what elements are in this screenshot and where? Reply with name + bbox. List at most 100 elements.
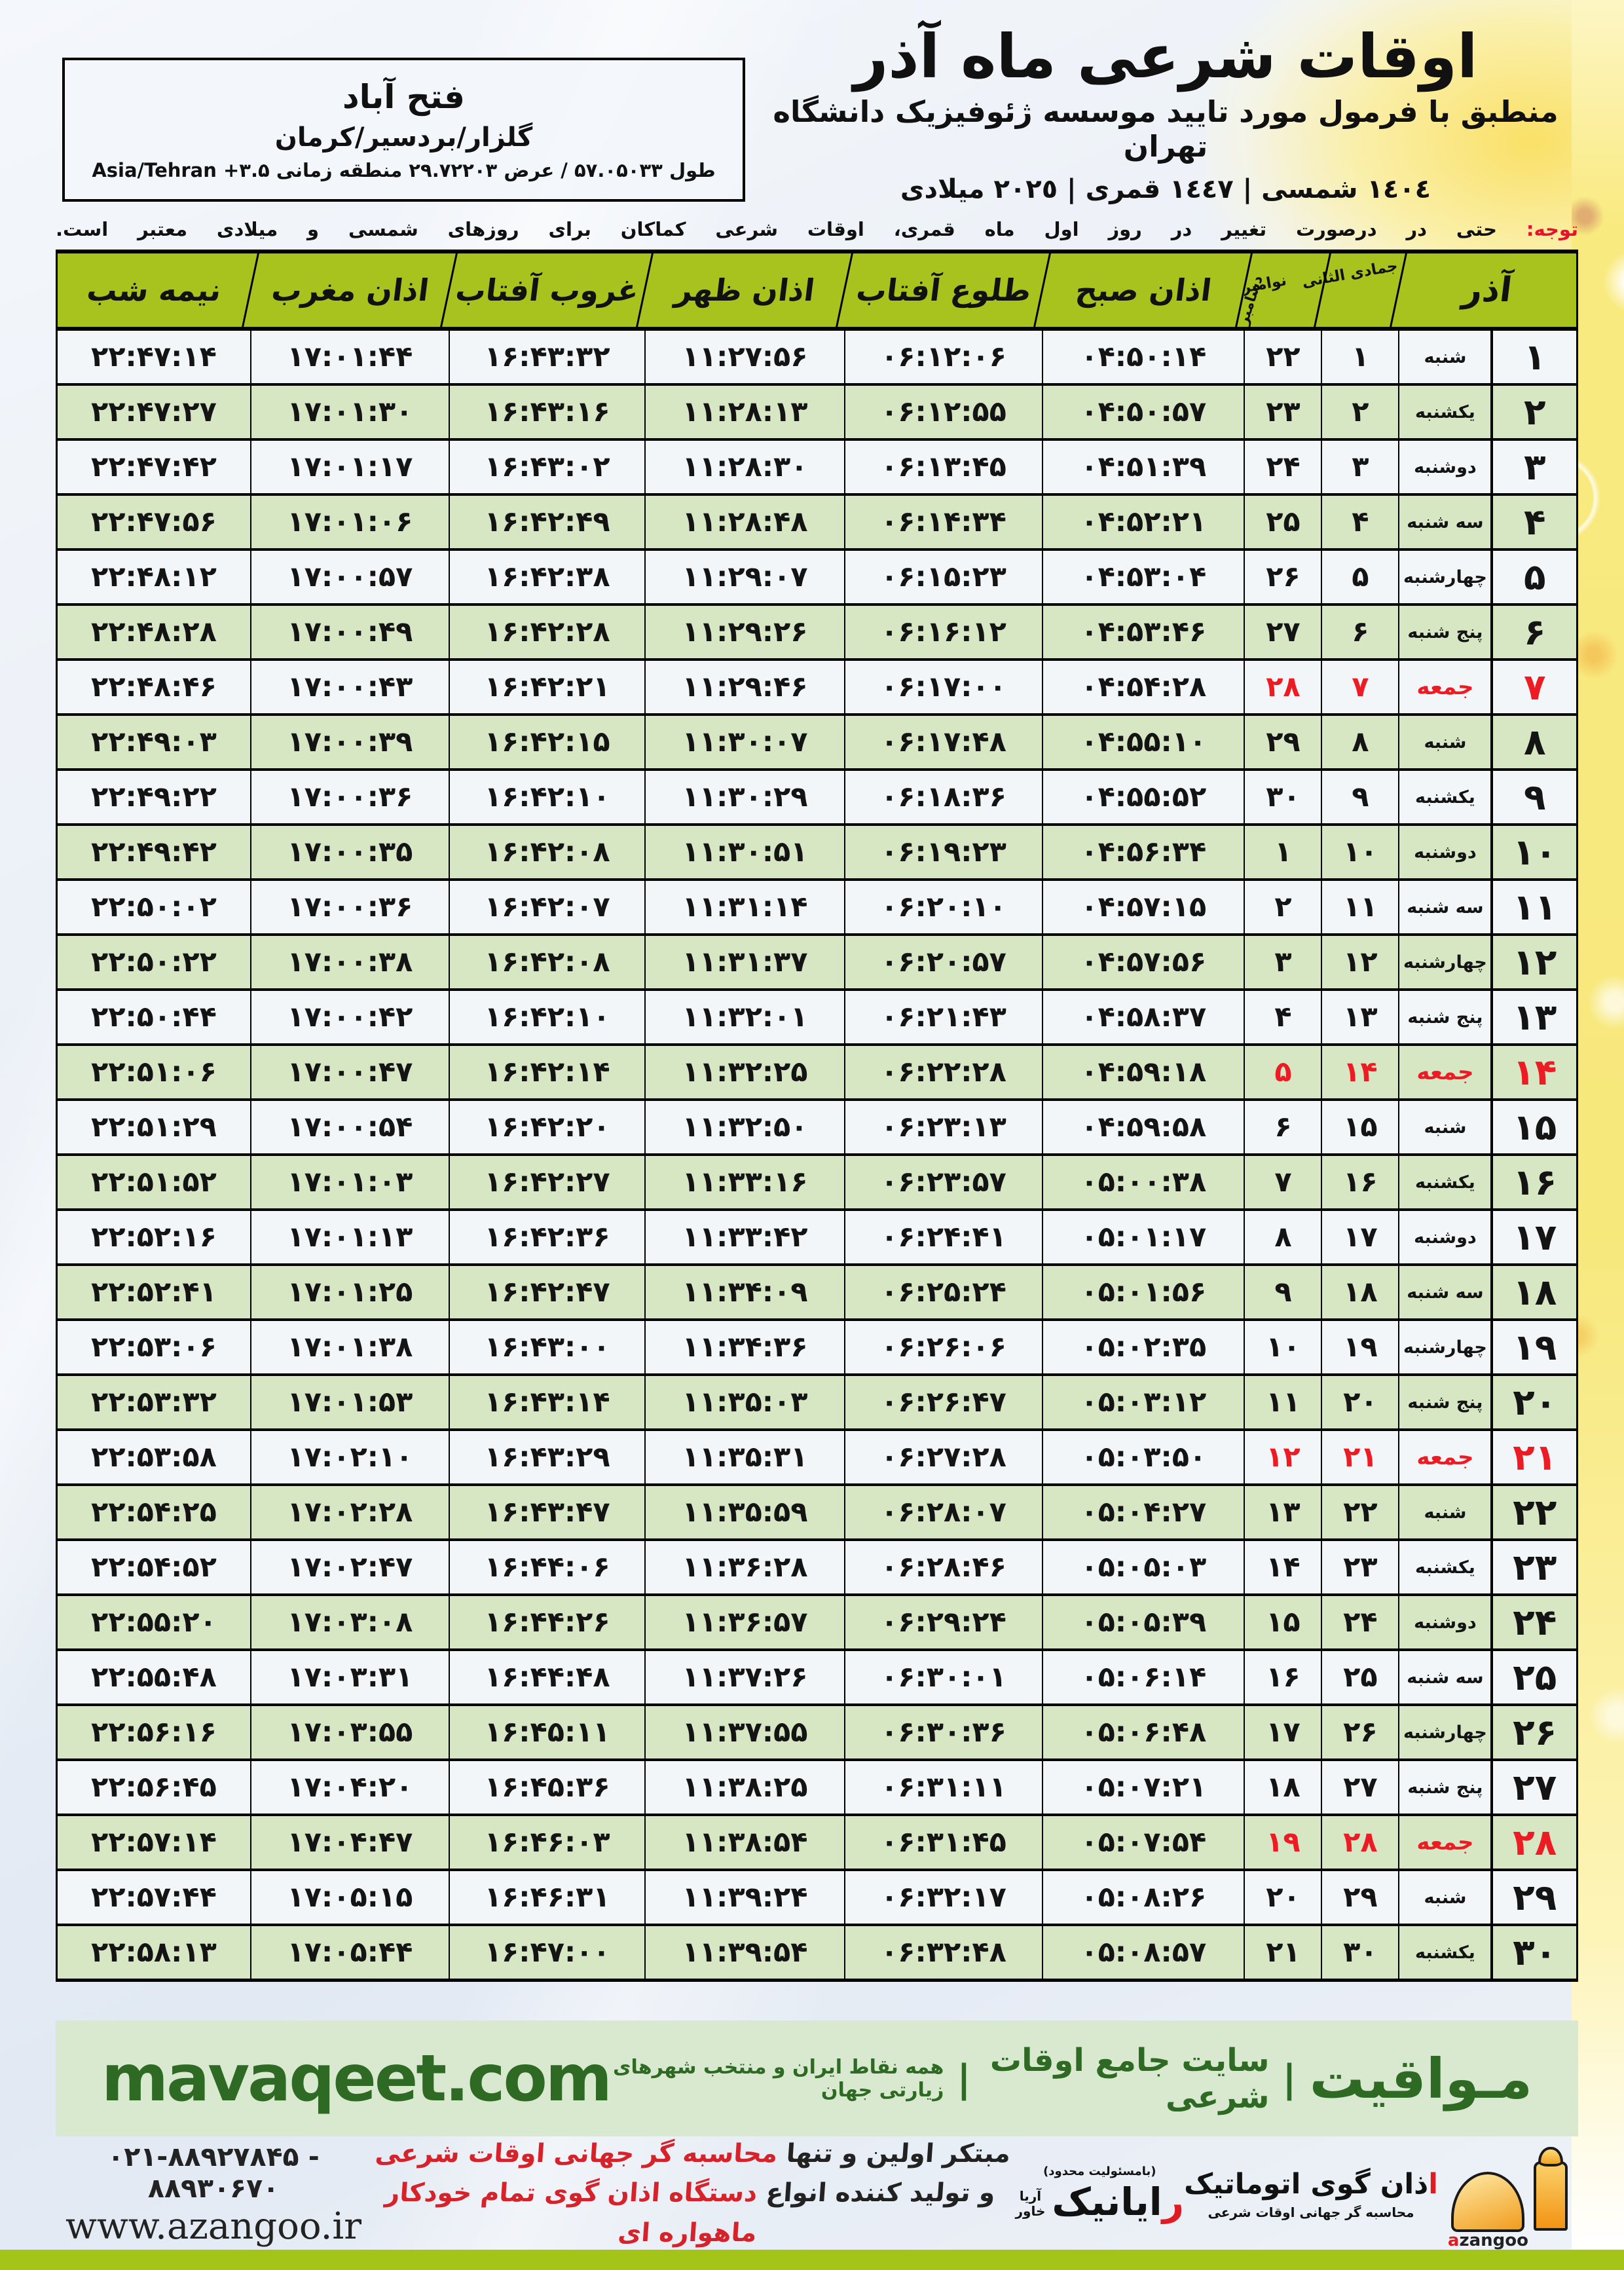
table-row: ۱۵ شنبه ۱۵ ۶ ۰۴:۵۹:۵۸ ۰۶:۲۳:۱۳ ۱۱:۳۲:۵۰ … (56, 1098, 1578, 1155)
gregorian-day-cell: ۱۷ (1244, 1703, 1322, 1760)
table-row: ۲۱ جمعه ۲۱ ۱۲ ۰۵:۰۳:۵۰ ۰۶:۲۷:۲۸ ۱۱:۳۵:۳۱… (56, 1428, 1578, 1485)
sunrise-time-cell: ۰۶:۱۷:۴۸ (843, 713, 1043, 770)
mavaqeet-url: mavaqeet.com (101, 2041, 612, 2116)
prayer-table-body: ۱ شنبه ۱ ۲۲ ۰۴:۵۰:۱۴ ۰۶:۱۲:۰۶ ۱۱:۲۷:۵۶ ۱… (56, 329, 1578, 1981)
gregorian-day-cell: ۲۹ (1244, 713, 1322, 770)
dhuhr-time-cell: ۱۱:۳۹:۵۴ (644, 1924, 845, 1981)
sunrise-time-cell: ۰۶:۱۲:۵۵ (843, 383, 1043, 439)
table-row: ۱۰ دوشنبه ۱۰ ۱ ۰۴:۵۶:۳۴ ۰۶:۱۹:۲۳ ۱۱:۳۰:۵… (56, 823, 1578, 880)
weekday-cell: یکشنبه (1398, 768, 1492, 825)
dhuhr-time-cell: ۱۱:۳۴:۰۹ (644, 1263, 845, 1320)
notice-text: حتی در درصورت تغییر در روز اول ماه قمری،… (56, 218, 1526, 240)
azangoo-latin-name: azangoo (1447, 2231, 1528, 2250)
gregorian-day-cell: ۱۲ (1244, 1428, 1322, 1485)
lunar-day-cell: ۲ (1321, 383, 1399, 439)
weekday-cell: دوشنبه (1398, 1208, 1492, 1265)
table-row: ۲ یکشنبه ۲ ۲۳ ۰۴:۵۰:۵۷ ۰۶:۱۲:۵۵ ۱۱:۲۸:۱۳… (56, 383, 1578, 439)
rayanik-small-text: (بامسئولیت محدود) (1043, 2164, 1156, 2178)
location-coordinates: طول ۵۷.۰۵۰۳۳ / عرض ۲۹.۷۲۲۰۳ منطقه زمانی … (92, 159, 715, 181)
gregorian-day-cell: ۱۰ (1244, 1318, 1322, 1375)
sunrise-time-cell: ۰۶:۲۹:۲۴ (843, 1593, 1043, 1650)
footer-logos-row: azangoo اذان گوی اتوماتیک محاسبه گر جهان… (56, 2139, 1578, 2250)
midnight-time-cell: ۲۲:۴۸:۲۸ (56, 603, 251, 660)
location-city: فتح آباد (342, 78, 465, 116)
azar-day-cell: ۳ (1490, 438, 1578, 494)
gregorian-day-cell: ۷ (1244, 1153, 1322, 1210)
weekday-cell: چهارشنبه (1398, 933, 1492, 990)
midnight-time-cell: ۲۲:۵۳:۰۶ (56, 1318, 251, 1375)
fajr-time-cell: ۰۴:۵۹:۱۸ (1042, 1043, 1245, 1100)
sunrise-time-cell: ۰۶:۲۸:۴۶ (843, 1538, 1043, 1595)
sunrise-time-cell: ۰۶:۱۴:۳۴ (843, 493, 1043, 549)
table-row: ۲۶ چهارشنبه ۲۶ ۱۷ ۰۵:۰۶:۴۸ ۰۶:۳۰:۳۶ ۱۱:۳… (56, 1703, 1578, 1760)
midnight-time-cell: ۲۲:۴۷:۵۶ (56, 493, 251, 549)
lunar-day-cell: ۲۱ (1321, 1428, 1399, 1485)
gregorian-day-cell: ۴ (1244, 988, 1322, 1045)
gregorian-day-cell: ۱۴ (1244, 1538, 1322, 1595)
dhuhr-time-cell: ۱۱:۲۹:۲۶ (644, 603, 845, 660)
maghrib-time-cell: ۱۷:۰۳:۰۸ (249, 1593, 450, 1650)
maghrib-time-cell: ۱۷:۰۱:۵۳ (249, 1373, 450, 1430)
azar-day-cell: ۲۲ (1490, 1483, 1578, 1540)
table-row: ۵ چهارشنبه ۵ ۲۶ ۰۴:۵۳:۰۴ ۰۶:۱۵:۲۳ ۱۱:۲۹:… (56, 548, 1578, 605)
table-row: ۱ شنبه ۱ ۲۲ ۰۴:۵۰:۱۴ ۰۶:۱۲:۰۶ ۱۱:۲۷:۵۶ ۱… (56, 329, 1578, 384)
weekday-cell: سه شنبه (1398, 878, 1492, 935)
midnight-time-cell: ۲۲:۵۰:۲۲ (56, 933, 251, 990)
gregorian-day-cell: ۲۳ (1244, 383, 1322, 439)
maghrib-time-cell: ۱۷:۰۰:۳۹ (249, 713, 450, 770)
dhuhr-time-cell: ۱۱:۲۸:۱۳ (644, 383, 845, 439)
weekday-cell: یکشنبه (1398, 383, 1492, 439)
lunar-day-cell: ۲۵ (1321, 1648, 1399, 1705)
lunar-day-cell: ۳ (1321, 438, 1399, 494)
fajr-time-cell: ۰۴:۵۲:۲۱ (1042, 493, 1245, 549)
sunrise-time-cell: ۰۶:۳۱:۱۱ (843, 1758, 1043, 1815)
lunar-day-cell: ۱۷ (1321, 1208, 1399, 1265)
lunar-day-cell: ۸ (1321, 713, 1399, 770)
sunset-time-cell: ۱۶:۴۲:۴۹ (449, 493, 646, 549)
gregorian-day-cell: ۱۶ (1244, 1648, 1322, 1705)
fajr-time-cell: ۰۵:۰۱:۵۶ (1042, 1263, 1245, 1320)
mavaqeet-brand: مـواقیت (1309, 2046, 1532, 2111)
lunar-day-cell: ۱۹ (1321, 1318, 1399, 1375)
sunrise-time-cell: ۰۶:۲۲:۲۸ (843, 1043, 1043, 1100)
mavaqeet-tagline1: سایت جامع اوقات شرعی (989, 2041, 1270, 2115)
table-row: ۱۱ سه شنبه ۱۱ ۲ ۰۴:۵۷:۱۵ ۰۶:۲۰:۱۰ ۱۱:۳۱:… (56, 878, 1578, 935)
lunar-day-cell: ۱ (1321, 329, 1399, 384)
sunset-time-cell: ۱۶:۴۲:۴۷ (449, 1263, 646, 1320)
sunset-time-cell: ۱۶:۴۲:۲۰ (449, 1098, 646, 1155)
sunset-time-cell: ۱۶:۴۲:۲۱ (449, 658, 646, 715)
weekday-cell: شنبه (1398, 713, 1492, 770)
sunset-time-cell: ۱۶:۴۵:۳۶ (449, 1758, 646, 1815)
lunar-day-cell: ۱۱ (1321, 878, 1399, 935)
mavaqeet-banner: مـواقیت | سایت جامع اوقات شرعی | همه نقا… (56, 2020, 1578, 2136)
weekday-cell: شنبه (1398, 1098, 1492, 1155)
maghrib-time-cell: ۱۷:۰۳:۳۱ (249, 1648, 450, 1705)
fajr-time-cell: ۰۵:۰۵:۳۹ (1042, 1593, 1245, 1650)
fajr-time-cell: ۰۵:۰۰:۳۸ (1042, 1153, 1245, 1210)
weekday-cell: شنبه (1398, 1869, 1492, 1925)
sunset-time-cell: ۱۶:۴۶:۳۱ (449, 1869, 646, 1925)
azar-day-cell: ۲۳ (1490, 1538, 1578, 1595)
divider-bar: | (1282, 2056, 1297, 2101)
lunar-day-cell: ۱۳ (1321, 988, 1399, 1045)
midnight-time-cell: ۲۲:۵۱:۲۹ (56, 1098, 251, 1155)
weekday-cell: یکشنبه (1398, 1153, 1492, 1210)
table-row: ۶ پنج شنبه ۶ ۲۷ ۰۴:۵۳:۴۶ ۰۶:۱۶:۱۲ ۱۱:۲۹:… (56, 603, 1578, 660)
sunrise-time-cell: ۰۶:۳۰:۳۶ (843, 1703, 1043, 1760)
gregorian-day-cell: ۲۴ (1244, 438, 1322, 494)
midnight-time-cell: ۲۲:۴۷:۴۲ (56, 438, 251, 494)
maghrib-time-cell: ۱۷:۰۰:۳۶ (249, 878, 450, 935)
bottom-olive-bar (0, 2250, 1624, 2270)
sunset-time-cell: ۱۶:۴۲:۱۴ (449, 1043, 646, 1100)
dhuhr-time-cell: ۱۱:۳۰:۲۹ (644, 768, 845, 825)
midnight-time-cell: ۲۲:۵۷:۴۴ (56, 1869, 251, 1925)
gregorian-day-cell: ۵ (1244, 1043, 1322, 1100)
dhuhr-time-cell: ۱۱:۲۷:۵۶ (644, 329, 845, 384)
sunrise-time-cell: ۰۶:۲۵:۲۴ (843, 1263, 1043, 1320)
sunrise-time-cell: ۰۶:۲۷:۲۸ (843, 1428, 1043, 1485)
weekday-cell: پنج شنبه (1398, 603, 1492, 660)
azar-day-cell: ۱۰ (1490, 823, 1578, 880)
dhuhr-time-cell: ۱۱:۳۰:۰۷ (644, 713, 845, 770)
sunset-time-cell: ۱۶:۴۴:۲۶ (449, 1593, 646, 1650)
dhuhr-time-cell: ۱۱:۳۶:۵۷ (644, 1593, 845, 1650)
